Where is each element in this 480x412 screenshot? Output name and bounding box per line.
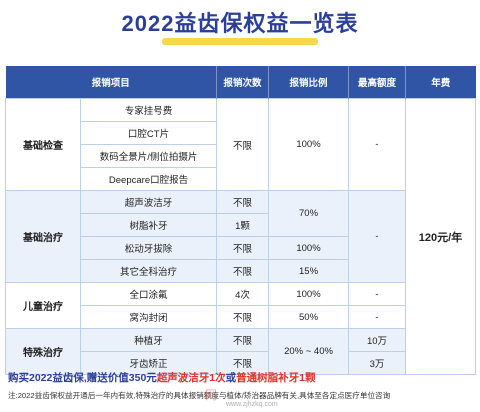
footnote: 注:2022益齿保权益开通后一年内有效,特殊治疗的具体报销额度与植体/矫治器品牌… — [8, 391, 391, 400]
table-row: 数码全景片/侧位拍摄片 — [6, 144, 476, 168]
promo-part3: 超声波洁牙1次 — [156, 372, 226, 384]
limit-cell: 3万 — [348, 351, 407, 375]
ratio-cell: 50% — [268, 305, 350, 329]
item-cell: 全口涂氟 — [79, 282, 218, 306]
item-cell: 牙齿矫正 — [79, 351, 218, 375]
times-cell: 1颗 — [216, 213, 270, 237]
table-row: 口腔CT片 — [6, 121, 476, 145]
ratio-cell: 100% — [268, 282, 350, 306]
limit-cell: 10万 — [348, 328, 407, 352]
promo-text: 购买2022益齿保,赠送价值350元超声波洁牙1次或普通树脂补牙1颗 — [8, 370, 478, 385]
ratio-cell: 100% — [268, 236, 350, 260]
table-row: 基础检查 专家挂号费 不限 100% - 120元/年 — [5, 98, 477, 375]
times-cell: 不限 — [216, 259, 270, 283]
ratio-cell: 70% — [268, 190, 350, 237]
header-limit: 最高额度 — [348, 66, 407, 99]
table-row: 儿童治疗 全口涂氟 4次 100% - — [5, 282, 476, 329]
category-basic-treatment: 基础治疗 — [5, 190, 81, 283]
item-cell: Deepcare口腔报告 — [79, 167, 218, 191]
promo-part5: 普通树脂补牙1颗 — [236, 372, 316, 384]
item-cell: 专家挂号费 — [79, 98, 218, 122]
item-cell: 数码全景片/侧位拍摄片 — [79, 144, 218, 168]
table-row: Deepcare口腔报告 — [6, 167, 476, 191]
watermark-logo: 网 — [205, 388, 218, 402]
limit-cell: - — [348, 305, 407, 329]
watermark-url: www.zjhzkq.com — [226, 401, 278, 408]
times-cell: 不限 — [216, 236, 270, 260]
item-cell: 树脂补牙 — [79, 213, 218, 237]
header-times: 报销次数 — [216, 66, 270, 99]
times-cell: 不限 — [216, 328, 270, 352]
category-children: 儿童治疗 — [5, 282, 81, 329]
times-cell: 4次 — [216, 282, 270, 306]
header-item: 报销项目 — [5, 66, 218, 99]
table-header-row: 报销项目 报销次数 报销比例 最高额度 年费 — [5, 66, 476, 99]
ratio-cell: 20% ~ 40% — [268, 328, 350, 375]
ratio-cell: 15% — [268, 259, 350, 283]
ratio-cell: 100% — [268, 98, 350, 191]
table-row: 基础治疗 超声波洁牙 不限 70% - — [5, 190, 476, 283]
limit-cell: - — [348, 98, 407, 191]
times-cell: 不限 — [216, 98, 270, 191]
times-cell: 不限 — [216, 305, 270, 329]
table-row: 牙齿矫正 不限 3万 — [6, 351, 476, 375]
page-title: 2022益齿保权益一览表 — [121, 11, 359, 36]
table-row: 松动牙拔除 不限 100% — [6, 236, 476, 260]
times-cell: 不限 — [216, 190, 270, 214]
item-cell: 口腔CT片 — [79, 121, 218, 145]
header-ratio: 报销比例 — [268, 66, 350, 99]
promo-part2: 赠送价值350元 — [86, 372, 157, 384]
item-cell: 松动牙拔除 — [79, 236, 218, 260]
times-cell: 不限 — [216, 351, 270, 375]
table-row: 特殊治疗 种植牙 不限 20% ~ 40% 10万 — [5, 328, 476, 375]
table-row: 窝沟封闭 不限 50% - — [6, 305, 476, 329]
category-special: 特殊治疗 — [5, 328, 81, 375]
category-basic-check: 基础检查 — [5, 98, 81, 191]
annual-fee-cell: 120元/年 — [405, 98, 477, 375]
limit-cell: - — [348, 282, 407, 306]
benefits-table: 报销项目 报销次数 报销比例 最高额度 年费 基础检查 专家挂号费 不限 100… — [5, 66, 477, 375]
item-cell: 种植牙 — [79, 328, 218, 352]
header-fee: 年费 — [405, 66, 476, 99]
promo-part4: 或 — [225, 372, 237, 384]
item-cell: 其它全科治疗 — [79, 259, 218, 283]
table-row: 其它全科治疗 不限 15% — [6, 259, 476, 283]
item-cell: 窝沟封闭 — [79, 305, 218, 329]
limit-cell: - — [348, 190, 407, 283]
promo-part1: 购买2022益齿保, — [8, 372, 87, 384]
item-cell: 超声波洁牙 — [79, 190, 218, 214]
